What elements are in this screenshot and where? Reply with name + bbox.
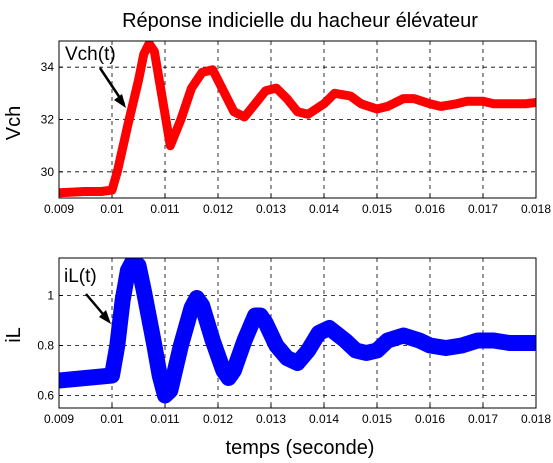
x-tick-label: 0.011 <box>150 202 179 216</box>
x-tick-label: 0.016 <box>415 202 445 216</box>
x-tick-label: 0.01 <box>100 412 124 426</box>
y-tick-label: 34 <box>41 60 55 74</box>
bottom-y-axis-label: iL <box>3 327 25 343</box>
x-tick-label: 0.012 <box>203 202 233 216</box>
x-tick-label: 0.009 <box>44 412 74 426</box>
x-tick-label: 0.01 <box>100 202 124 216</box>
il-annotation: iL(t) <box>64 266 97 287</box>
vch-series-line <box>59 41 536 198</box>
top-axes-vch: 0.009 0.01 0.011 0.012 0.013 0.014 0.015 0.016 0… <box>41 40 551 216</box>
x-tick-label: 0.018 <box>521 412 551 426</box>
x-tick-label: 0.017 <box>468 412 498 426</box>
y-tick-label: 1 <box>47 289 54 303</box>
x-tick-label: 0.016 <box>415 412 445 426</box>
x-tick-label: 0.012 <box>203 412 233 426</box>
y-tick-label: 0.8 <box>37 339 54 353</box>
il-annotation-arrowhead <box>99 310 111 324</box>
x-tick-label: 0.014 <box>309 202 339 216</box>
vch-annotation: Vch(t) <box>65 44 116 65</box>
y-tick-label: 30 <box>41 165 55 179</box>
il-series-line <box>59 258 536 404</box>
top-y-axis-label: Vch <box>3 106 25 140</box>
y-tick-label: 0.6 <box>37 389 54 403</box>
x-tick-label: 0.014 <box>309 412 339 426</box>
x-tick-label: 0.013 <box>256 202 286 216</box>
x-axis-label: temps (seconde) <box>226 437 375 459</box>
x-tick-label: 0.017 <box>468 202 498 216</box>
x-tick-label: 0.015 <box>362 202 392 216</box>
x-tick-label: 0.015 <box>362 412 392 426</box>
y-tick-label: 32 <box>41 113 55 127</box>
axes-frame <box>58 40 537 199</box>
vch-annotation-arrowhead <box>114 94 126 108</box>
x-tick-label: 0.013 <box>256 412 286 426</box>
x-tick-label: 0.009 <box>44 202 74 216</box>
x-tick-label: 0.018 <box>521 202 551 216</box>
x-tick-label: 0.011 <box>150 412 179 426</box>
bottom-axes-il: 0.009 0.01 0.011 0.012 0.013 0.014 0.015 0.016 0… <box>37 257 551 426</box>
axes-frame <box>58 257 537 409</box>
chart-title: Réponse indicielle du hacheur élévateur <box>122 10 478 32</box>
